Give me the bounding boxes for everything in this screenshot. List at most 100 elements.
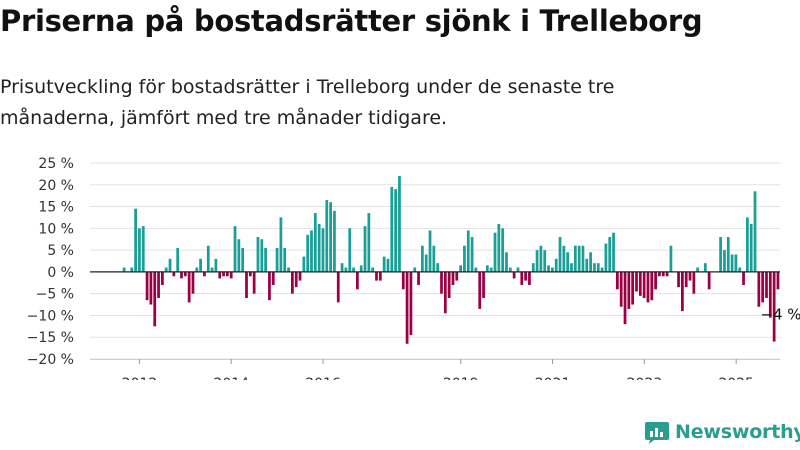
bar xyxy=(501,228,505,272)
bar xyxy=(206,245,210,272)
x-tick-label: 2025 xyxy=(718,376,754,380)
bar xyxy=(241,247,245,272)
bar xyxy=(684,271,688,288)
bar xyxy=(562,245,566,272)
bar xyxy=(237,239,241,272)
y-axis: 25 % 20 % 15 % 10 % 5 % 0 % −5 % −10 % −15 % −20 … xyxy=(27,156,74,368)
bar xyxy=(363,226,367,272)
bar xyxy=(264,247,267,272)
bar xyxy=(726,237,730,272)
bar xyxy=(390,186,394,272)
bar xyxy=(654,271,657,290)
bar xyxy=(268,271,271,301)
bar xyxy=(757,271,761,307)
bar xyxy=(222,271,225,277)
bar xyxy=(459,265,462,272)
bar xyxy=(623,271,627,325)
x-tick-label: 2023 xyxy=(627,376,663,380)
x-tick-label: 2021 xyxy=(535,376,571,380)
bar xyxy=(543,250,547,272)
bar xyxy=(681,271,684,312)
bar xyxy=(570,263,573,272)
bar xyxy=(356,271,359,290)
bar xyxy=(440,271,443,294)
bar xyxy=(642,271,646,299)
bars xyxy=(122,176,780,344)
bar xyxy=(359,265,363,272)
bar xyxy=(528,271,531,285)
bar xyxy=(122,267,126,272)
bar xyxy=(405,271,409,344)
chart-title: Priserna på bostadsrätter sjönk i Trelle… xyxy=(0,4,703,38)
bar xyxy=(172,271,176,277)
bar xyxy=(424,254,428,272)
bar xyxy=(466,230,470,272)
bar xyxy=(271,271,275,285)
bar xyxy=(463,245,466,272)
bar xyxy=(157,271,160,299)
bar xyxy=(164,267,168,272)
bar xyxy=(432,245,436,272)
y-tick-label: 0 % xyxy=(47,265,74,281)
bar xyxy=(398,176,401,272)
bar xyxy=(554,258,558,272)
bar xyxy=(195,267,199,272)
bar xyxy=(317,223,321,272)
bar xyxy=(161,271,164,285)
bar xyxy=(665,271,669,277)
y-tick-label: −20 % xyxy=(27,352,74,368)
bar xyxy=(486,265,489,272)
y-tick-label: 15 % xyxy=(38,200,74,216)
bar xyxy=(608,237,612,272)
bar xyxy=(772,271,776,342)
bar xyxy=(436,263,440,272)
bar xyxy=(428,230,432,272)
bar xyxy=(378,271,382,281)
bar xyxy=(661,271,665,277)
bar xyxy=(474,267,478,272)
bar xyxy=(688,271,692,281)
bar xyxy=(245,271,248,299)
y-tick-label: 5 % xyxy=(47,243,74,259)
x-tick-label: 2019 xyxy=(443,376,479,380)
bar xyxy=(210,267,214,272)
bar xyxy=(451,271,455,285)
y-tick-label: −5 % xyxy=(36,287,74,303)
bar xyxy=(455,271,459,281)
bar xyxy=(776,271,780,290)
bar xyxy=(692,271,696,294)
bar xyxy=(134,208,137,272)
bar xyxy=(306,234,310,272)
bar xyxy=(566,252,570,272)
bar xyxy=(149,271,153,305)
bar xyxy=(386,258,390,272)
bar xyxy=(508,267,512,272)
bar xyxy=(329,202,332,272)
annotation-label: −4 % xyxy=(760,305,800,323)
bar xyxy=(248,271,252,277)
bar xyxy=(336,271,340,303)
bar xyxy=(233,226,237,272)
bar xyxy=(417,271,420,285)
bar xyxy=(746,217,749,272)
bar xyxy=(409,271,413,336)
bar xyxy=(183,271,187,277)
bar xyxy=(627,271,631,309)
bar xyxy=(298,271,302,281)
bar xyxy=(191,271,195,294)
bar xyxy=(283,247,287,272)
bar xyxy=(153,271,157,327)
bar xyxy=(593,263,596,272)
bar xyxy=(768,271,772,318)
bar xyxy=(489,267,493,272)
y-tick-label: −10 % xyxy=(27,308,74,324)
bar xyxy=(531,263,535,272)
brand-name: Newsworthy xyxy=(675,421,800,443)
bar xyxy=(738,267,742,272)
bar xyxy=(482,271,485,299)
bar xyxy=(730,254,734,272)
bar xyxy=(214,258,218,272)
x-tick-label: 2012 xyxy=(122,376,158,380)
y-tick-label: −15 % xyxy=(27,330,74,346)
bar xyxy=(650,271,654,301)
